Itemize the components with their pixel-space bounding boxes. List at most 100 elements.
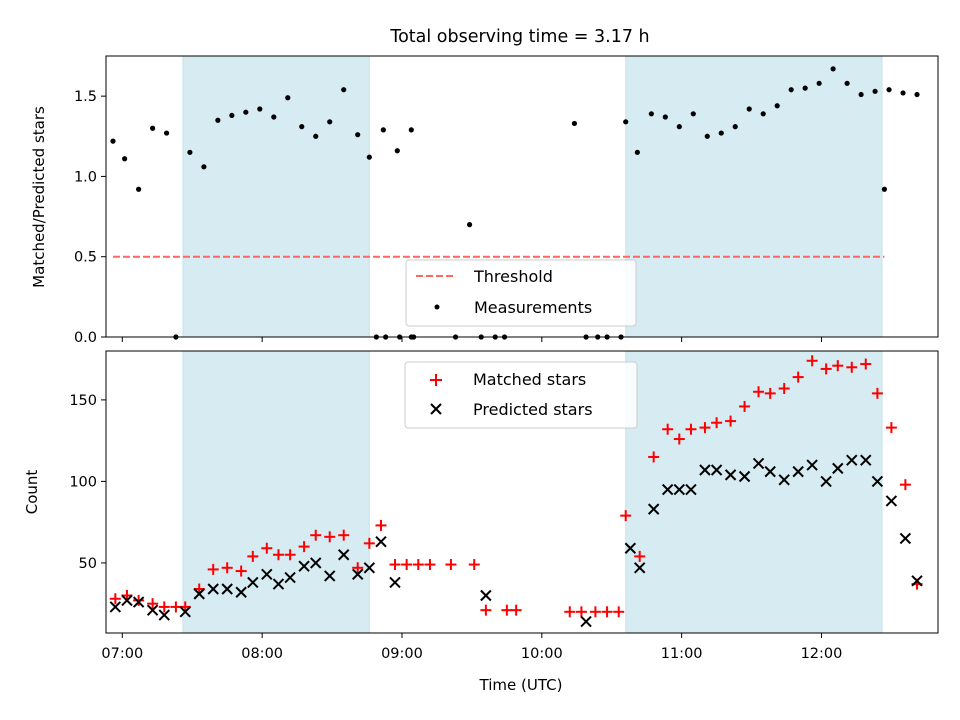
measurement-point bbox=[380, 127, 386, 133]
measurement-point bbox=[802, 85, 808, 91]
measurement-point bbox=[816, 80, 822, 86]
predicted-star-marker bbox=[885, 495, 898, 507]
predicted-star-marker bbox=[710, 464, 723, 476]
x-tick-label: 11:00 bbox=[661, 646, 703, 662]
matched-star-marker bbox=[589, 606, 601, 618]
shaded-interval bbox=[182, 55, 370, 338]
measurement-point bbox=[886, 87, 892, 93]
matched-star-marker bbox=[725, 415, 737, 427]
matched-star-marker bbox=[685, 423, 697, 435]
legend: Threshold Measurements bbox=[405, 259, 637, 327]
predicted-star-marker bbox=[792, 465, 804, 478]
matched-star-marker bbox=[711, 417, 723, 429]
matched-star-marker bbox=[170, 601, 182, 613]
axes-frame bbox=[105, 55, 939, 338]
matched-star-marker bbox=[564, 606, 576, 618]
predicted-star-marker bbox=[261, 568, 273, 581]
x-axis-ticks: 07:00 08:00 09:00 10:00 11:00 12:00 bbox=[101, 633, 842, 662]
measurement-point bbox=[110, 138, 116, 144]
x-tick-label: 10:00 bbox=[521, 646, 563, 662]
matched-star-marker bbox=[338, 529, 350, 541]
y-axis-label: Count bbox=[23, 470, 41, 515]
measurement-point bbox=[122, 156, 128, 162]
matched-star-marker bbox=[601, 606, 613, 618]
predicted-star-marker bbox=[806, 459, 818, 471]
matched-star-marker bbox=[352, 562, 364, 574]
matched-star-marker bbox=[324, 531, 336, 543]
x-tick-label: 12:00 bbox=[801, 646, 843, 662]
predicted-star-marker bbox=[846, 454, 858, 466]
matched-star-marker bbox=[480, 604, 492, 616]
predicted-star-marker bbox=[752, 457, 765, 470]
measurement-point bbox=[327, 119, 333, 125]
x-tick-label: 09:00 bbox=[381, 646, 423, 662]
predicted-star-marker bbox=[899, 532, 912, 545]
predicted-star-marker bbox=[310, 557, 322, 569]
matched-star-marker bbox=[468, 559, 480, 571]
predicted-star-marker bbox=[911, 575, 923, 587]
matched-star-marker bbox=[298, 541, 310, 553]
measurement-point bbox=[732, 124, 738, 130]
legend-measurement-label: Measurements bbox=[474, 298, 592, 317]
measurement-point bbox=[844, 80, 850, 86]
predicted-star-marker bbox=[158, 609, 170, 621]
predicted-star-marker bbox=[375, 536, 387, 548]
shaded-interval bbox=[625, 350, 883, 634]
measurement-point bbox=[676, 124, 682, 130]
measurement-point bbox=[571, 120, 578, 127]
measurement-point bbox=[285, 95, 291, 101]
predicted-star-marker bbox=[871, 475, 884, 488]
measurement-point bbox=[299, 124, 305, 130]
predicted-star-marker bbox=[121, 594, 133, 607]
predicted-star-marker bbox=[179, 606, 191, 618]
matched-star-marker bbox=[375, 519, 387, 531]
predicted-star-marker bbox=[351, 568, 364, 581]
matched-star-marker bbox=[792, 371, 804, 383]
predicted-star-marker bbox=[724, 469, 737, 481]
predicted-star-marker bbox=[860, 454, 872, 466]
matched-star-marker bbox=[272, 549, 284, 561]
predicted-star-marker bbox=[580, 615, 592, 628]
predicted-star-marker bbox=[764, 465, 776, 478]
measurement-point bbox=[394, 148, 400, 154]
measurement-points bbox=[110, 66, 920, 340]
predicted-star-marker bbox=[221, 583, 233, 595]
measurement-point bbox=[858, 91, 864, 98]
measurement-point bbox=[788, 87, 794, 93]
matched-star-marker bbox=[235, 565, 247, 577]
predicted-star-marker bbox=[738, 470, 751, 483]
observation-shading bbox=[182, 350, 883, 634]
y-axis-ticks: 50 100 150 bbox=[69, 393, 106, 572]
ratio-panel: 0.0 0.5 1.0 1.5 Matched/Predicted stars Thr… bbox=[30, 55, 939, 346]
predicted-star-marker bbox=[132, 596, 145, 608]
matched-star-marker bbox=[860, 358, 872, 370]
matched-star-marker bbox=[501, 604, 513, 616]
measurement-point bbox=[718, 130, 724, 136]
matched-star-marker bbox=[662, 423, 674, 435]
predicted-star-marker bbox=[298, 560, 310, 572]
predicted-star-marker bbox=[389, 576, 401, 589]
measurement-point bbox=[150, 125, 156, 131]
predicted-star-marker bbox=[633, 562, 646, 574]
legend-matched-swatch bbox=[430, 374, 442, 386]
measurement-point bbox=[136, 186, 142, 192]
legend-predicted-label: Predicted stars bbox=[473, 400, 593, 419]
matched-star-marker bbox=[261, 542, 273, 554]
x-tick-label: 07:00 bbox=[101, 646, 143, 662]
measurement-point bbox=[881, 186, 887, 192]
matched-star-marker bbox=[310, 529, 322, 541]
measurement-point bbox=[872, 88, 878, 94]
matched-star-marker bbox=[832, 360, 844, 372]
predicted-star-marker bbox=[685, 483, 697, 496]
predicted-star-marker bbox=[673, 483, 686, 496]
matched-star-marker bbox=[284, 549, 296, 561]
measurement-point bbox=[243, 109, 249, 115]
predicted-star-marker bbox=[363, 562, 376, 574]
matched-star-marker bbox=[764, 387, 776, 399]
matched-star-marker bbox=[445, 559, 457, 571]
axes-frame bbox=[105, 350, 939, 634]
matched-star-marker bbox=[885, 422, 897, 434]
predicted-stars-markers bbox=[109, 454, 923, 628]
matched-star-marker bbox=[871, 387, 883, 399]
predicted-star-marker bbox=[661, 483, 674, 496]
